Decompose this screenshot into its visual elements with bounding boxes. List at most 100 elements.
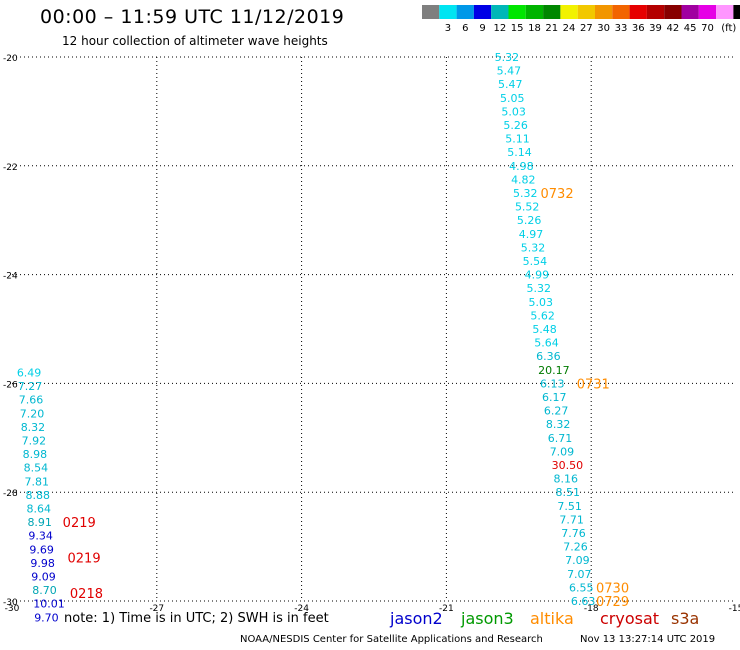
wave-height-label: 8.88: [26, 489, 51, 502]
wave-height-label: 9.98: [30, 557, 54, 570]
wave-height-label: 7.71: [559, 513, 584, 526]
wave-height-label: 6.71: [548, 432, 573, 445]
chart-subtitle: 12 hour collection of altimeter wave hei…: [62, 34, 328, 48]
wave-height-label: 9.34: [28, 530, 53, 543]
y-tick-label: -30: [3, 598, 18, 608]
wave-height-label: 7.27: [18, 380, 43, 393]
colorbar-label: 12: [493, 23, 506, 34]
colorbar-swatch: [646, 5, 665, 19]
colorbar-label: 33: [615, 23, 628, 34]
legend-jason2: jason2: [390, 609, 443, 628]
wave-height-label: 5.47: [497, 65, 521, 78]
colorbar-swatch: [439, 5, 457, 19]
colorbar-swatch: [508, 5, 526, 19]
colorbar-swatch: [456, 5, 474, 19]
wave-height-label: 5.48: [532, 323, 557, 336]
colorbar-swatch: [733, 5, 740, 19]
wave-height-label: 7.20: [20, 407, 44, 420]
y-tick-label: -24: [3, 272, 18, 282]
colorbar-swatch: [681, 5, 699, 19]
wave-height-label: 6.17: [542, 391, 567, 404]
legend-s3a: s3a: [671, 609, 700, 628]
wave-height-label: 6.36: [536, 350, 561, 363]
wave-height-label: 7.92: [22, 435, 47, 448]
colorbar-swatch: [560, 5, 578, 19]
colorbar-label: 27: [580, 23, 593, 34]
y-tick-label: -20: [3, 54, 18, 64]
colorbar-label: 30: [597, 23, 610, 34]
colorbar-swatch: [525, 5, 544, 19]
wave-height-label: 7.51: [557, 500, 582, 513]
y-tick-label: -26: [3, 380, 18, 390]
colorbar-swatch: [473, 5, 492, 19]
wave-height-label: 6.13: [540, 377, 565, 390]
x-tick-label: -24: [294, 604, 309, 614]
pass-time-label: 0218: [70, 587, 103, 602]
colorbar-label: 21: [545, 23, 558, 34]
wave-height-label: 5.03: [501, 105, 526, 118]
colorbar-label: 39: [649, 23, 662, 34]
wave-height-label: 5.32: [495, 51, 519, 64]
wave-height-label: 6.63: [571, 595, 596, 608]
colorbar-swatch: [629, 5, 647, 19]
colorbar-label: 36: [632, 23, 645, 34]
wave-height-label: 5.05: [500, 92, 525, 105]
footnote: note: 1) Time is in UTC; 2) SWH is in fe…: [64, 611, 329, 626]
colorbar-label: 42: [666, 23, 679, 34]
y-tick-label: -28: [3, 489, 18, 499]
wave-height-label: 7.09: [565, 554, 590, 567]
wave-height-label: 6.55: [569, 581, 594, 594]
wave-height-label: 4.97: [519, 228, 544, 241]
wave-height-label: 9.69: [29, 543, 54, 556]
wave-height-label: 5.54: [523, 255, 548, 268]
colorbar-label: 3: [445, 23, 451, 34]
legend-cryosat: cryosat: [600, 609, 660, 628]
wave-height-label: 4.98: [509, 160, 534, 173]
colorbar-swatch: [698, 5, 717, 19]
wave-height-label: 9.70: [34, 611, 59, 624]
wave-height-label: 8.98: [23, 448, 48, 461]
pass-time-label: 0729: [596, 595, 629, 610]
wave-height-label: 7.26: [563, 541, 588, 554]
colorbar-unit: (ft): [721, 23, 736, 34]
colorbar-label: 9: [479, 23, 485, 34]
legend-jason3: jason3: [461, 609, 514, 628]
colorbar-label: 6: [462, 23, 468, 34]
wave-height-label: 5.52: [515, 201, 540, 214]
wave-height-label: 4.99: [525, 269, 550, 282]
wave-height-label: 5.32: [527, 282, 552, 295]
pass-time-label: 0219: [68, 551, 101, 566]
pass-time-label: 0732: [541, 187, 574, 202]
wave-height-label: 7.66: [19, 394, 43, 407]
pass-time-label: 0219: [63, 516, 96, 531]
wave-height-label: 5.32: [521, 241, 546, 254]
colorbar-label: 15: [511, 23, 524, 34]
colorbar-label: 18: [528, 23, 541, 34]
colorbar-swatch: [595, 5, 613, 19]
chart-title: 00:00 – 11:59 UTC 11/12/2019: [40, 6, 345, 28]
wave-height-label: 5.26: [503, 119, 528, 132]
colorbar-label: 45: [684, 23, 697, 34]
pass-time-label: 0731: [577, 377, 610, 392]
wave-height-label: 5.03: [528, 296, 553, 309]
wave-height-label: 5.32: [513, 187, 538, 200]
x-tick-label: -15: [729, 604, 740, 614]
wave-height-label: 5.62: [530, 309, 555, 322]
legend-altika: altika: [530, 609, 574, 628]
wave-height-label: 8.51: [555, 486, 580, 499]
wave-height-label: 8.32: [21, 421, 46, 434]
wave-height-label: 5.11: [505, 133, 530, 146]
x-tick-label: -30: [5, 604, 20, 614]
wave-height-label: 30.50: [552, 459, 584, 472]
colorbar-swatch: [612, 5, 630, 19]
wave-height-label: 5.64: [534, 337, 559, 350]
wave-height-label: 7.81: [25, 475, 49, 488]
wave-height-label: 20.17: [538, 364, 570, 377]
wave-height-label: 7.09: [550, 445, 575, 458]
wave-height-label: 9.09: [31, 571, 56, 584]
colorbar-swatch: [543, 5, 561, 19]
wave-height-label: 8.16: [554, 473, 579, 486]
y-tick-label: -22: [3, 163, 18, 173]
x-tick-label: -21: [439, 604, 454, 614]
